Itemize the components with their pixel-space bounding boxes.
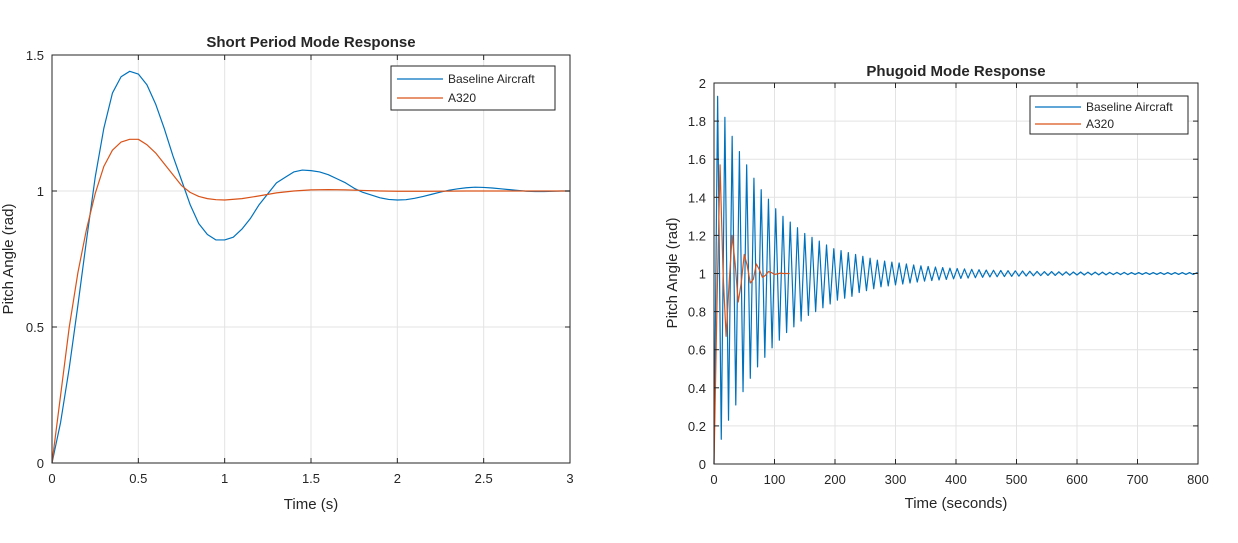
chart-title: Short Period Mode Response: [206, 34, 415, 51]
x-tick-label: 300: [885, 472, 907, 487]
x-tick-label: 0: [48, 471, 55, 486]
series-line-baseline-aircraft: [51, 70, 570, 464]
y-tick-label: 0.4: [688, 381, 706, 396]
series-line-a320: [51, 138, 570, 464]
series-lines: [51, 70, 570, 464]
y-tick-label: 1.4: [688, 190, 706, 205]
x-ticks: 0 100 200 300 400 500 600 700 800: [710, 83, 1209, 487]
chart-title: Phugoid Mode Response: [866, 63, 1045, 80]
legend-label-a320: A320: [1086, 117, 1114, 131]
x-axis-label: Time (s): [284, 496, 338, 513]
x-tick-label: 800: [1187, 472, 1209, 487]
legend: Baseline Aircraft A320: [390, 65, 556, 111]
x-ticks: 0 0.5 1 1.5 2 2.5 3: [48, 55, 574, 486]
y-tick-label: 1: [37, 184, 44, 199]
x-axis-label: Time (seconds): [905, 495, 1008, 512]
series-lines: [713, 95, 1199, 465]
x-tick-label: 0.5: [129, 471, 147, 486]
x-tick-label: 600: [1066, 472, 1088, 487]
legend-label-a320: A320: [448, 91, 476, 105]
chart-short-period: 0 0.5 1 1.5 2 2.5 3 0 0.5 1 1.5 Short Period Mode…: [0, 34, 574, 513]
x-tick-label: 2: [394, 471, 401, 486]
x-tick-label: 500: [1006, 472, 1028, 487]
y-tick-label: 0.5: [26, 320, 44, 335]
x-tick-label: 700: [1127, 472, 1149, 487]
y-ticks: 0 0.2 0.4 0.6 0.8 1 1.2 1.4 1.6 1.8 2: [688, 76, 1198, 472]
x-tick-label: 3: [566, 471, 573, 486]
legend-label-baseline: Baseline Aircraft: [448, 72, 535, 86]
x-tick-label: 200: [824, 472, 846, 487]
legend-label-baseline: Baseline Aircraft: [1086, 100, 1173, 114]
legend-box: [1029, 95, 1189, 135]
x-tick-label: 1.5: [302, 471, 320, 486]
y-tick-label: 1: [699, 267, 706, 282]
y-tick-label: 0.8: [688, 305, 706, 320]
x-tick-label: 0: [710, 472, 717, 487]
y-tick-label: 1.8: [688, 114, 706, 129]
y-tick-label: 1.5: [26, 48, 44, 63]
y-tick-label: 1.2: [688, 228, 706, 243]
series-line-a320: [713, 164, 790, 465]
series-line-baseline-aircraft: [713, 95, 1199, 465]
y-ticks: 0 0.5 1 1.5: [26, 48, 570, 471]
x-tick-label: 1: [221, 471, 228, 486]
legend-box: [390, 65, 556, 111]
y-tick-label: 0: [37, 456, 44, 471]
y-tick-label: 0.2: [688, 419, 706, 434]
y-tick-label: 2: [699, 76, 706, 91]
y-axis-label: Pitch Angle (rad): [664, 218, 681, 329]
y-axis-label: Pitch Angle (rad): [0, 204, 17, 315]
x-tick-label: 400: [945, 472, 967, 487]
y-tick-label: 1.6: [688, 152, 706, 167]
legend: Baseline Aircraft A320: [1029, 95, 1189, 135]
x-tick-label: 100: [764, 472, 786, 487]
chart-phugoid: 0 100 200 300 400 500 600 700 800 0 0.2 0.4 0.6 0.8 1…: [664, 63, 1209, 512]
y-tick-label: 0.6: [688, 343, 706, 358]
x-tick-label: 2.5: [475, 471, 493, 486]
y-tick-label: 0: [699, 457, 706, 472]
